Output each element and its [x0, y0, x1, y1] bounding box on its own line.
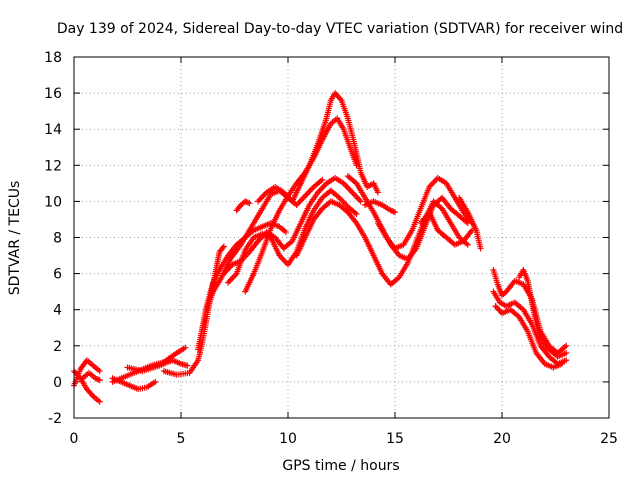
data-point	[392, 209, 398, 216]
series-track-24	[492, 303, 565, 371]
series-track-4	[109, 375, 159, 393]
data-point	[353, 211, 360, 218]
tick-labels: 0 5 10 15 20 25 -2 0 2 4 6 8 10 12 14 16 18	[44, 50, 618, 447]
y-tick-label: 4	[53, 303, 62, 319]
data-point	[282, 229, 289, 236]
data-point	[182, 344, 189, 351]
y-tick-label: -2	[48, 411, 62, 427]
x-tick-label: 10	[279, 431, 297, 447]
series-track-12	[233, 198, 253, 214]
series-track-5	[109, 344, 189, 385]
data-point	[563, 342, 570, 349]
data-point	[374, 189, 381, 196]
chart-title: Day 139 of 2024, Sidereal Day-to-day VTE…	[57, 21, 623, 37]
data-point	[319, 176, 326, 183]
y-tick-label: 8	[53, 231, 62, 247]
series-track-11	[225, 187, 360, 286]
series-track-18	[374, 174, 476, 252]
x-tick-label: 25	[600, 431, 618, 447]
y-tick-label: 18	[44, 50, 62, 66]
series-track-23	[516, 266, 570, 360]
data-point	[152, 378, 159, 385]
grid	[74, 57, 609, 418]
x-tick-label: 0	[70, 431, 79, 447]
series-track-3	[79, 369, 103, 384]
series-track-19	[417, 209, 476, 248]
x-tick-label: 20	[493, 431, 511, 447]
data-points	[71, 90, 570, 405]
x-tick-label: 5	[177, 431, 186, 447]
y-tick-label: 16	[44, 86, 62, 102]
y-axis-label: SDTVAR / TECUs	[7, 181, 23, 296]
series-track-20	[456, 194, 484, 252]
series-track-15	[293, 198, 471, 288]
y-tick-label: 14	[44, 122, 62, 138]
y-tick-label: 10	[44, 194, 62, 210]
plot-frame	[73, 56, 610, 419]
x-tick-label: 15	[386, 431, 404, 447]
series-track-17	[362, 198, 398, 216]
data-point	[184, 362, 191, 369]
y-tick-label: 2	[53, 339, 62, 355]
data-point-interp	[245, 199, 252, 206]
series-track-9	[203, 176, 326, 313]
data-point	[96, 377, 103, 384]
data-point	[464, 241, 471, 248]
y-tick-label: 12	[44, 158, 62, 174]
data-point	[220, 243, 227, 250]
data-point	[563, 350, 570, 357]
x-axis-label: GPS time / hours	[282, 458, 399, 474]
data-point	[477, 245, 484, 252]
data-point-interp	[219, 244, 226, 251]
series-track-6	[124, 357, 191, 375]
data-point	[558, 360, 565, 367]
series-track-14	[255, 90, 381, 205]
data-point	[357, 198, 364, 205]
y-tick-label: 6	[53, 267, 62, 283]
series-track-16	[344, 173, 471, 263]
data-point	[96, 368, 103, 375]
y-tick-label: 0	[53, 375, 62, 391]
data-point	[563, 357, 570, 364]
data-point	[96, 398, 103, 405]
data-point	[246, 200, 253, 207]
